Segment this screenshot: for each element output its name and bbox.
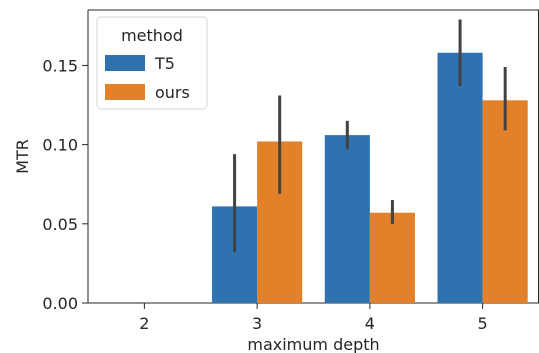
y-axis-title: MTR (13, 139, 32, 174)
x-tick-label: 3 (252, 314, 262, 333)
legend-swatch-t5 (105, 55, 145, 71)
legend-swatch-ours (105, 84, 145, 100)
legend-label-t5: T5 (154, 54, 175, 73)
y-tick-label: 0.15 (42, 56, 78, 75)
y-tick-label: 0.00 (42, 294, 78, 313)
bar-ours-5 (482, 100, 528, 304)
x-axis-title: maximum depth (247, 335, 379, 353)
bars-layer (212, 52, 528, 304)
x-tick-label: 2 (139, 314, 149, 333)
x-tick-label: 4 (365, 314, 375, 333)
bar-ours-4 (369, 212, 415, 303)
y-tick-label: 0.10 (42, 136, 78, 155)
legend-items: T5 ours (105, 54, 190, 102)
legend-title: method (121, 26, 183, 45)
legend-label-ours: ours (155, 83, 190, 102)
bar-t5-4 (324, 135, 370, 303)
bar-t5-5 (437, 52, 483, 303)
legend: method T5 ours (96, 16, 208, 110)
error-bars-layer (233, 19, 507, 253)
axes-layer: 0.00 0.05 0.10 0.15 2 3 4 5 (42, 9, 539, 333)
y-tick-label: 0.05 (42, 215, 78, 234)
x-tick-label: 5 (478, 314, 488, 333)
